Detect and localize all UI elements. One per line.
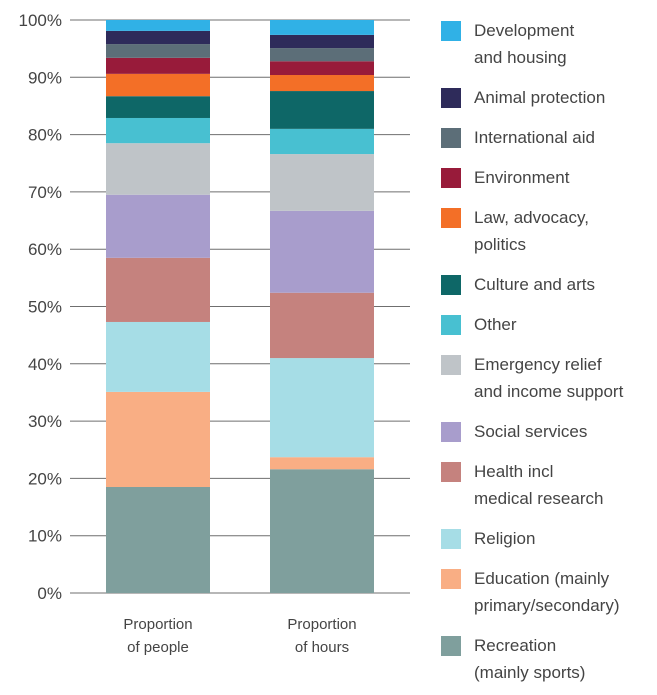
bar-segment	[270, 358, 374, 458]
bar-segment	[270, 128, 374, 155]
legend-label: Health incl medical research	[474, 462, 604, 508]
y-tick-label: 90%	[28, 68, 62, 87]
legend-item: Recreation (mainly sports)	[441, 632, 623, 686]
bar-segment	[270, 457, 374, 470]
legend-item: Social services	[441, 418, 623, 445]
legend-item: Health incl medical research	[441, 458, 623, 512]
legend-item: International aid	[441, 124, 623, 151]
x-tick-label: Proportion of hours	[287, 616, 357, 656]
legend-item: Religion	[441, 525, 623, 552]
bar-segment	[270, 91, 374, 129]
y-tick-label: 0%	[37, 584, 62, 603]
plot: 0% 10% 20% 30% 40% 50% 60% 70% 80% 90% 100%	[19, 11, 410, 603]
legend-swatch	[441, 569, 461, 589]
bar-segment	[270, 34, 374, 49]
legend-label: Culture and arts	[474, 275, 595, 294]
bar-segment	[270, 48, 374, 62]
legend-item: Animal protection	[441, 84, 623, 111]
legend-item: Other	[441, 311, 623, 338]
bar-segment	[270, 469, 374, 593]
legend-swatch	[441, 275, 461, 295]
bar-segment	[270, 20, 374, 35]
bar-segment	[106, 257, 210, 322]
y-tick-label: 70%	[28, 183, 62, 202]
y-tick-label: 40%	[28, 355, 62, 374]
legend-swatch	[441, 422, 461, 442]
bar-segment	[106, 73, 210, 97]
legend-swatch	[441, 88, 461, 108]
legend-item: Development and housing	[441, 17, 623, 71]
bar-segment	[270, 61, 374, 76]
bar-segment	[106, 194, 210, 258]
legend-label: Social services	[474, 422, 588, 441]
legend-swatch	[441, 128, 461, 148]
bar-segment	[106, 117, 210, 144]
legend-item: Emergency relief and income support	[441, 351, 623, 405]
legend-swatch	[441, 208, 461, 228]
bar-segment	[270, 75, 374, 92]
legend-item: Culture and arts	[441, 271, 623, 298]
legend-swatch	[441, 315, 461, 335]
legend-label: Emergency relief and income support	[474, 355, 624, 401]
bar-segment	[106, 20, 210, 31]
legend-label: Environment	[474, 168, 570, 187]
legend-item: Education (mainly primary/secondary)	[441, 565, 623, 619]
legend-label: Recreation (mainly sports)	[474, 636, 586, 682]
legend-label: International aid	[474, 128, 595, 147]
legend-label: Education (mainly primary/secondary)	[474, 569, 620, 615]
y-tick-label: 10%	[28, 527, 62, 546]
bar-segment	[106, 143, 210, 195]
legend-item: Law, advocacy, politics	[441, 204, 623, 258]
bar-segment	[106, 30, 210, 45]
y-tick-label: 80%	[28, 126, 62, 145]
bar-segment	[106, 96, 210, 118]
bar-segment	[270, 210, 374, 293]
legend-label: Law, advocacy, politics	[474, 208, 589, 254]
bar-segment	[270, 154, 374, 211]
legend-swatch	[441, 529, 461, 549]
legend-swatch	[441, 21, 461, 41]
bar-segment	[106, 486, 210, 593]
y-tick-label: 20%	[28, 469, 62, 488]
bar-segment	[106, 44, 210, 58]
legend: Development and housing Animal protection…	[441, 17, 623, 686]
bar-segment	[106, 321, 210, 392]
legend-label: Other	[474, 315, 517, 334]
legend-swatch	[441, 168, 461, 188]
y-tick-label: 30%	[28, 412, 62, 431]
legend-swatch	[441, 462, 461, 482]
legend-label: Religion	[474, 529, 536, 548]
y-tick-label: 50%	[28, 298, 62, 317]
y-tick-label: 100%	[19, 11, 62, 30]
bar-segment	[270, 292, 374, 359]
legend-item: Environment	[441, 164, 623, 191]
y-tick-label: 60%	[28, 240, 62, 259]
legend-swatch	[441, 636, 461, 656]
x-tick-label: Proportion of people	[123, 616, 193, 656]
bar-segment	[106, 57, 210, 74]
legend-swatch	[441, 355, 461, 375]
bar-segment	[106, 391, 210, 487]
legend-label: Animal protection	[474, 88, 606, 107]
legend-label: Development and housing	[474, 21, 575, 67]
